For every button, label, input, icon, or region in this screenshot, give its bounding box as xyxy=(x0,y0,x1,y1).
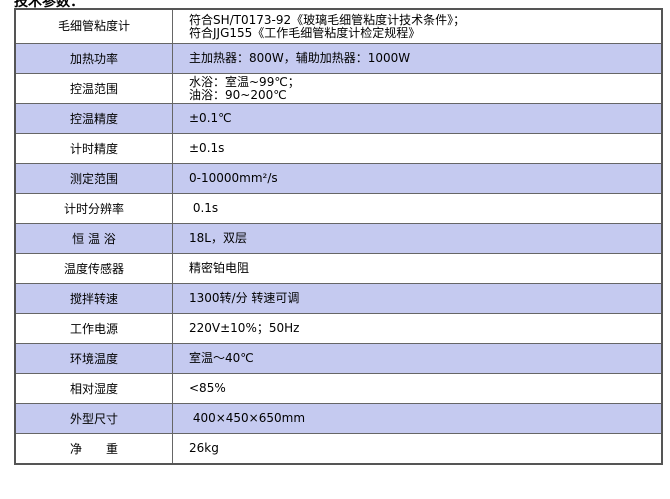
spec-value-line: 符合JJG155《工作毛细管粘度计检定规程》 xyxy=(189,25,421,40)
section-heading: 技术参数： xyxy=(14,0,84,10)
spec-value-line: 0.1s xyxy=(189,201,219,215)
spec-value: 0.1s xyxy=(172,193,663,224)
spec-value-line: 室温～40℃ xyxy=(189,351,254,365)
spec-row: 工作电源 220V±10%；50Hz xyxy=(14,313,663,344)
spec-label: 控温范围 xyxy=(14,73,173,104)
spec-value-line: 水浴：室温~99℃； xyxy=(189,74,300,89)
spec-value: ±0.1℃ xyxy=(172,103,663,134)
spec-value-line: 220V±10%；50Hz xyxy=(189,321,300,335)
spec-value-line: ±0.1℃ xyxy=(189,111,232,125)
spec-value: 26kg xyxy=(172,433,663,465)
spec-row: 控温范围 水浴：室温~99℃； 油浴：90~200℃ xyxy=(14,73,663,104)
spec-label: 相对湿度 xyxy=(14,373,173,404)
spec-value: ±0.1s xyxy=(172,133,663,164)
spec-label: 加热功率 xyxy=(14,43,173,74)
spec-row: 环境温度 室温～40℃ xyxy=(14,343,663,374)
spec-value: 水浴：室温~99℃； 油浴：90~200℃ xyxy=(172,73,663,104)
spec-row: 加热功率 主加热器：800W，辅助加热器：1000W xyxy=(14,43,663,74)
spec-value-line: 0-10000mm²/s xyxy=(189,171,278,185)
spec-value: <85% xyxy=(172,373,663,404)
spec-label: 工作电源 xyxy=(14,313,173,344)
spec-label: 控温精度 xyxy=(14,103,173,134)
spec-value: 室温～40℃ xyxy=(172,343,663,374)
spec-value-line: 精密铂电阻 xyxy=(189,261,250,275)
spec-label: 温度传感器 xyxy=(14,253,173,284)
spec-row: 测定范围 0-10000mm²/s xyxy=(14,163,663,194)
spec-row: 相对湿度 <85% xyxy=(14,373,663,404)
spec-label: 环境温度 xyxy=(14,343,173,374)
spec-row: 计时精度 ±0.1s xyxy=(14,133,663,164)
spec-value-line: 400×450×650mm xyxy=(189,411,306,425)
spec-label: 外型尺寸 xyxy=(14,403,173,434)
spec-row: 搅拌转速 1300转/分 转速可调 xyxy=(14,283,663,314)
spec-label: 恒 温 浴 xyxy=(14,223,173,254)
spec-row: 计时分辨率 0.1s xyxy=(14,193,663,224)
spec-label: 计时分辨率 xyxy=(14,193,173,224)
spec-row: 净 重 26kg xyxy=(14,433,663,465)
spec-value-line: ±0.1s xyxy=(189,141,225,155)
spec-row: 恒 温 浴 18L，双层 xyxy=(14,223,663,254)
spec-value: 符合SH/T0173-92《玻璃毛细管粘度计技术条件》； 符合JJG155《工作毛… xyxy=(172,8,663,44)
spec-value-line: 18L，双层 xyxy=(189,231,247,245)
spec-value: 220V±10%；50Hz xyxy=(172,313,663,344)
spec-table: 毛细管粘度计 符合SH/T0173-92《玻璃毛细管粘度计技术条件》； 符合JJG1… xyxy=(14,8,663,465)
spec-value: 1300转/分 转速可调 xyxy=(172,283,663,314)
spec-value-line: 1300转/分 转速可调 xyxy=(189,291,300,305)
spec-row: 控温精度 ±0.1℃ xyxy=(14,103,663,134)
spec-row: 外型尺寸 400×450×650mm xyxy=(14,403,663,434)
spec-value-line: 主加热器：800W，辅助加热器：1000W xyxy=(189,51,411,65)
spec-value-line: 26kg xyxy=(189,441,219,455)
spec-value: 18L，双层 xyxy=(172,223,663,254)
spec-label: 计时精度 xyxy=(14,133,173,164)
spec-row: 毛细管粘度计 符合SH/T0173-92《玻璃毛细管粘度计技术条件》； 符合JJG1… xyxy=(14,8,663,44)
spec-value: 精密铂电阻 xyxy=(172,253,663,284)
spec-label: 毛细管粘度计 xyxy=(14,8,173,44)
spec-value: 400×450×650mm xyxy=(172,403,663,434)
spec-value: 0-10000mm²/s xyxy=(172,163,663,194)
spec-label: 搅拌转速 xyxy=(14,283,173,314)
spec-label: 测定范围 xyxy=(14,163,173,194)
spec-value-line: 符合SH/T0173-92《玻璃毛细管粘度计技术条件》； xyxy=(189,12,466,27)
spec-value-line: <85% xyxy=(189,381,226,395)
spec-row: 温度传感器 精密铂电阻 xyxy=(14,253,663,284)
spec-label: 净 重 xyxy=(14,433,173,465)
spec-value-line: 油浴：90~200℃ xyxy=(189,87,287,102)
spec-value: 主加热器：800W，辅助加热器：1000W xyxy=(172,43,663,74)
